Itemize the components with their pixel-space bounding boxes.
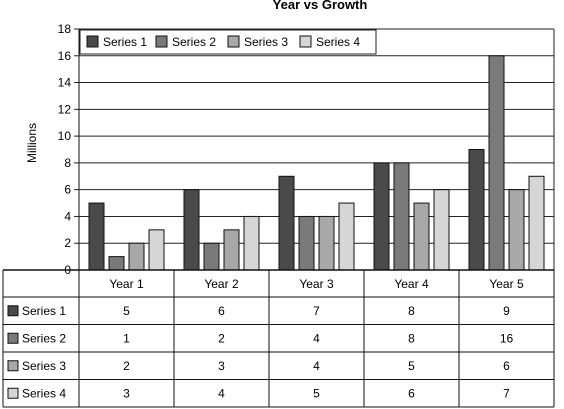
y-tick-label: 16 <box>58 49 72 63</box>
y-tick-label: 4 <box>64 209 71 223</box>
bar <box>488 55 505 271</box>
y-tick-label: 14 <box>58 76 72 90</box>
y-tick-label: 10 <box>58 129 72 143</box>
bar <box>393 162 410 271</box>
table-cell-value: 3 <box>123 386 130 400</box>
bar <box>373 162 390 271</box>
x-category-label: Year 2 <box>204 277 239 291</box>
x-category-label: Year 3 <box>299 277 334 291</box>
table-cell-value: 16 <box>500 331 514 345</box>
bar <box>508 189 525 271</box>
table-series-label: Series 4 <box>22 386 66 400</box>
bar <box>183 189 200 271</box>
bar <box>128 242 145 271</box>
table-series-swatch <box>7 305 19 317</box>
table-cell-value: 6 <box>218 304 225 318</box>
bar <box>223 229 240 271</box>
table-cell-value: 4 <box>218 386 225 400</box>
y-tick-label: 12 <box>58 102 72 116</box>
table-cell-value: 7 <box>313 304 320 318</box>
table-cell-value: 2 <box>218 331 225 345</box>
data-table: Year 1 Year 2 Year 3 Year 4 Year 5 Series 1 5 6… <box>2 29 555 408</box>
x-category-label: Year 4 <box>394 277 429 291</box>
legend-label: Series 3 <box>244 35 288 49</box>
legend: Series 1 Series 2 Series 3 Series 4 <box>79 29 377 55</box>
bar <box>298 215 315 271</box>
table-cell-value: 1 <box>123 331 130 345</box>
table-series-swatch <box>7 360 19 372</box>
y-tick-label: 6 <box>64 183 71 197</box>
bar <box>148 229 165 271</box>
y-tick-label: 8 <box>64 156 71 170</box>
bar <box>243 215 260 271</box>
x-category-label: Year 5 <box>489 277 524 291</box>
bar <box>338 202 355 271</box>
table-cell-value: 7 <box>503 386 510 400</box>
table-cell-value: 4 <box>313 359 320 373</box>
legend-swatch <box>299 35 312 48</box>
table-cell-value: 8 <box>408 304 415 318</box>
table-cell-value: 9 <box>503 304 510 318</box>
bar <box>468 149 485 271</box>
y-axis-label: Millions <box>25 123 39 163</box>
table-series-label: Series 2 <box>22 331 66 345</box>
table-cell-value: 3 <box>218 359 225 373</box>
bar <box>278 175 295 271</box>
table-cell-value: 5 <box>313 386 320 400</box>
legend-swatch <box>155 35 168 48</box>
table-cell-value: 6 <box>503 359 510 373</box>
y-tick-label: 2 <box>64 236 71 250</box>
table-series-label: Series 1 <box>22 304 66 318</box>
table-cell-value: 4 <box>313 331 320 345</box>
bar <box>318 215 335 271</box>
table-cell-value: 2 <box>123 359 130 373</box>
chart-title: Year vs Growth <box>273 0 368 12</box>
table-cell-value: 6 <box>408 386 415 400</box>
table-cell-value: 5 <box>408 359 415 373</box>
legend-swatch <box>86 35 99 48</box>
legend-swatch <box>227 35 240 48</box>
table-series-swatch <box>7 387 19 399</box>
bar <box>88 202 105 271</box>
legend-label: Series 2 <box>172 35 216 49</box>
legend-label: Series 1 <box>103 35 147 49</box>
bar <box>433 189 450 271</box>
table-series-label: Series 3 <box>22 359 66 373</box>
x-category-label: Year 1 <box>109 277 144 291</box>
y-tick-label: 18 <box>58 22 72 36</box>
bar <box>108 256 125 271</box>
table-cell-value: 8 <box>408 331 415 345</box>
bar <box>203 242 220 271</box>
bar <box>528 175 545 271</box>
table-series-swatch <box>7 332 19 344</box>
table-cell-value: 5 <box>123 304 130 318</box>
bar <box>413 202 430 271</box>
legend-label: Series 4 <box>316 35 360 49</box>
